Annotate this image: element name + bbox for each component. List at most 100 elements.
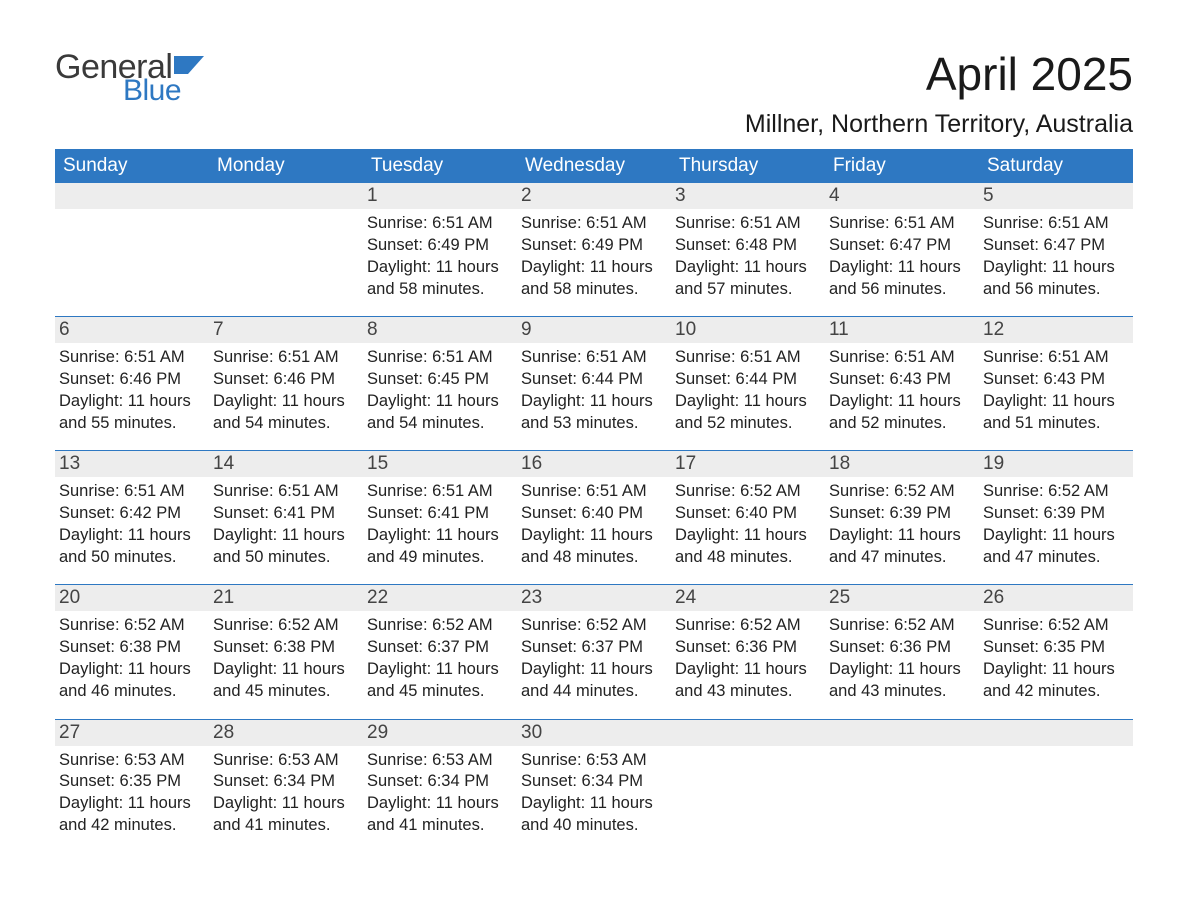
sunrise-text: Sunrise: 6:52 AM xyxy=(675,481,817,503)
sunrise-text: Sunrise: 6:52 AM xyxy=(367,615,509,637)
day-number: 1 xyxy=(363,183,517,209)
sunrise-text: Sunrise: 6:53 AM xyxy=(521,750,663,772)
day-number: 20 xyxy=(55,585,209,611)
day-details: Sunrise: 6:51 AMSunset: 6:42 PMDaylight:… xyxy=(58,481,203,568)
sunset-text: Sunset: 6:35 PM xyxy=(983,637,1125,659)
sunset-text: Sunset: 6:36 PM xyxy=(675,637,817,659)
day-number: 10 xyxy=(671,317,825,343)
daylight-text: Daylight: 11 hours and 41 minutes. xyxy=(213,793,355,837)
day-details: Sunrise: 6:51 AMSunset: 6:47 PMDaylight:… xyxy=(982,213,1127,300)
day-cell: 24Sunrise: 6:52 AMSunset: 6:36 PMDayligh… xyxy=(671,585,825,718)
day-cell xyxy=(209,183,363,316)
day-details: Sunrise: 6:52 AMSunset: 6:39 PMDaylight:… xyxy=(982,481,1127,568)
day-details: Sunrise: 6:51 AMSunset: 6:44 PMDaylight:… xyxy=(520,347,665,434)
day-details: Sunrise: 6:52 AMSunset: 6:39 PMDaylight:… xyxy=(828,481,973,568)
daylight-text: Daylight: 11 hours and 54 minutes. xyxy=(367,391,509,435)
day-number: 6 xyxy=(55,317,209,343)
sunrise-text: Sunrise: 6:53 AM xyxy=(59,750,201,772)
day-number: 5 xyxy=(979,183,1133,209)
day-cell: 23Sunrise: 6:52 AMSunset: 6:37 PMDayligh… xyxy=(517,585,671,718)
daylight-text: Daylight: 11 hours and 42 minutes. xyxy=(983,659,1125,703)
sunset-text: Sunset: 6:49 PM xyxy=(521,235,663,257)
day-number: 14 xyxy=(209,451,363,477)
sunrise-text: Sunrise: 6:52 AM xyxy=(829,481,971,503)
daylight-text: Daylight: 11 hours and 51 minutes. xyxy=(983,391,1125,435)
day-cell: 1Sunrise: 6:51 AMSunset: 6:49 PMDaylight… xyxy=(363,183,517,316)
day-cell: 5 Sunrise: 6:51 AMSunset: 6:47 PMDaylight… xyxy=(979,183,1133,316)
day-details: Sunrise: 6:52 AMSunset: 6:38 PMDaylight:… xyxy=(212,615,357,702)
sunrise-text: Sunrise: 6:51 AM xyxy=(829,347,971,369)
day-cell: 17 Sunrise: 6:52 AMSunset: 6:40 PMDayligh… xyxy=(671,451,825,584)
day-details: Sunrise: 6:51 AMSunset: 6:46 PMDaylight:… xyxy=(58,347,203,434)
sunset-text: Sunset: 6:39 PM xyxy=(829,503,971,525)
sunrise-text: Sunrise: 6:51 AM xyxy=(59,347,201,369)
day-cell: 20Sunrise: 6:52 AMSunset: 6:38 PMDayligh… xyxy=(55,585,209,718)
daylight-text: Daylight: 11 hours and 54 minutes. xyxy=(213,391,355,435)
day-details: Sunrise: 6:53 AMSunset: 6:35 PMDaylight:… xyxy=(58,750,203,837)
day-details: Sunrise: 6:52 AMSunset: 6:37 PMDaylight:… xyxy=(520,615,665,702)
sunrise-text: Sunrise: 6:51 AM xyxy=(521,481,663,503)
sunset-text: Sunset: 6:34 PM xyxy=(521,771,663,793)
day-cell: 14Sunrise: 6:51 AMSunset: 6:41 PMDayligh… xyxy=(209,451,363,584)
sunset-text: Sunset: 6:44 PM xyxy=(675,369,817,391)
day-number: 18 xyxy=(825,451,979,477)
weekday-header: Monday xyxy=(209,149,363,183)
sunset-text: Sunset: 6:41 PM xyxy=(213,503,355,525)
weekday-header: Saturday xyxy=(979,149,1133,183)
sunset-text: Sunset: 6:34 PM xyxy=(213,771,355,793)
sunset-text: Sunset: 6:38 PM xyxy=(213,637,355,659)
day-number: 19 xyxy=(979,451,1133,477)
calendar-page: General Blue April 2025 Millner, Norther… xyxy=(0,0,1188,883)
daylight-text: Daylight: 11 hours and 47 minutes. xyxy=(983,525,1125,569)
day-number: 13 xyxy=(55,451,209,477)
sunrise-text: Sunrise: 6:53 AM xyxy=(367,750,509,772)
sunrise-text: Sunrise: 6:51 AM xyxy=(213,347,355,369)
sunset-text: Sunset: 6:43 PM xyxy=(983,369,1125,391)
sunset-text: Sunset: 6:39 PM xyxy=(983,503,1125,525)
sunrise-text: Sunrise: 6:51 AM xyxy=(675,213,817,235)
day-cell xyxy=(979,720,1133,853)
daylight-text: Daylight: 11 hours and 55 minutes. xyxy=(59,391,201,435)
daylight-text: Daylight: 11 hours and 53 minutes. xyxy=(521,391,663,435)
sunset-text: Sunset: 6:46 PM xyxy=(213,369,355,391)
sunrise-text: Sunrise: 6:51 AM xyxy=(213,481,355,503)
day-details: Sunrise: 6:52 AMSunset: 6:36 PMDaylight:… xyxy=(828,615,973,702)
daylight-text: Daylight: 11 hours and 49 minutes. xyxy=(367,525,509,569)
day-cell: 30Sunrise: 6:53 AMSunset: 6:34 PMDayligh… xyxy=(517,720,671,853)
sunset-text: Sunset: 6:35 PM xyxy=(59,771,201,793)
sunrise-text: Sunrise: 6:51 AM xyxy=(367,347,509,369)
sunrise-text: Sunrise: 6:51 AM xyxy=(367,213,509,235)
weekday-header: Wednesday xyxy=(517,149,671,183)
day-cell: 16Sunrise: 6:51 AMSunset: 6:40 PMDayligh… xyxy=(517,451,671,584)
day-number: 17 xyxy=(671,451,825,477)
daylight-text: Daylight: 11 hours and 48 minutes. xyxy=(521,525,663,569)
weekday-header: Thursday xyxy=(671,149,825,183)
daylight-text: Daylight: 11 hours and 46 minutes. xyxy=(59,659,201,703)
day-details: Sunrise: 6:51 AMSunset: 6:40 PMDaylight:… xyxy=(520,481,665,568)
sunset-text: Sunset: 6:40 PM xyxy=(521,503,663,525)
day-cell: 19 Sunrise: 6:52 AMSunset: 6:39 PMDayligh… xyxy=(979,451,1133,584)
day-cell: 13 Sunrise: 6:51 AMSunset: 6:42 PMDayligh… xyxy=(55,451,209,584)
day-details: Sunrise: 6:52 AMSunset: 6:37 PMDaylight:… xyxy=(366,615,511,702)
sunset-text: Sunset: 6:44 PM xyxy=(521,369,663,391)
day-number: 2 xyxy=(517,183,671,209)
day-cell: 8Sunrise: 6:51 AMSunset: 6:45 PMDaylight… xyxy=(363,317,517,450)
day-details: Sunrise: 6:52 AMSunset: 6:35 PMDaylight:… xyxy=(982,615,1127,702)
daylight-text: Daylight: 11 hours and 48 minutes. xyxy=(675,525,817,569)
day-number: 26 xyxy=(979,585,1133,611)
sunrise-text: Sunrise: 6:52 AM xyxy=(983,481,1125,503)
daylight-text: Daylight: 11 hours and 41 minutes. xyxy=(367,793,509,837)
sunset-text: Sunset: 6:45 PM xyxy=(367,369,509,391)
sunrise-text: Sunrise: 6:52 AM xyxy=(983,615,1125,637)
day-cell: 28Sunrise: 6:53 AMSunset: 6:34 PMDayligh… xyxy=(209,720,363,853)
sunset-text: Sunset: 6:40 PM xyxy=(675,503,817,525)
day-details: Sunrise: 6:53 AMSunset: 6:34 PMDaylight:… xyxy=(520,750,665,837)
weekday-header-row: Sunday Monday Tuesday Wednesday Thursday… xyxy=(55,149,1133,183)
sunset-text: Sunset: 6:36 PM xyxy=(829,637,971,659)
day-cell: 11Sunrise: 6:51 AMSunset: 6:43 PMDayligh… xyxy=(825,317,979,450)
day-number: 15 xyxy=(363,451,517,477)
sunset-text: Sunset: 6:43 PM xyxy=(829,369,971,391)
day-details: Sunrise: 6:51 AMSunset: 6:46 PMDaylight:… xyxy=(212,347,357,434)
week-row: 13 Sunrise: 6:51 AMSunset: 6:42 PMDayligh… xyxy=(55,450,1133,584)
day-number: 27 xyxy=(55,720,209,746)
